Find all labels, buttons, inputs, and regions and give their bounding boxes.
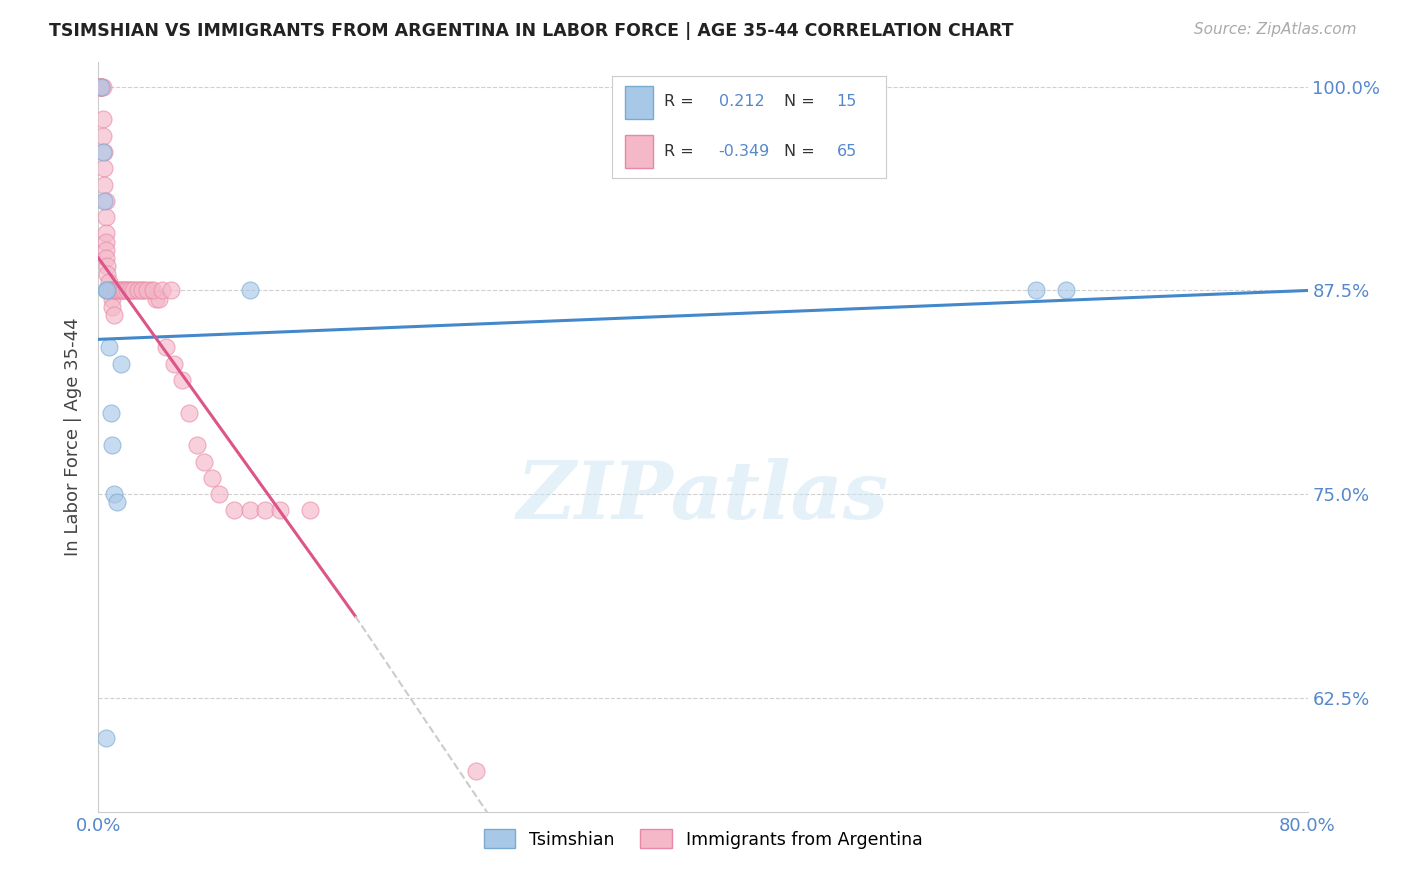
Point bbox=[201, 471, 224, 485]
Point bbox=[112, 284, 135, 298]
Point bbox=[96, 267, 118, 281]
Point bbox=[91, 79, 114, 94]
Point bbox=[253, 503, 276, 517]
Point bbox=[94, 243, 117, 257]
Point bbox=[131, 284, 153, 298]
Point bbox=[224, 503, 246, 517]
Point bbox=[148, 292, 170, 306]
Point bbox=[94, 731, 117, 746]
Point bbox=[90, 79, 112, 94]
Point bbox=[98, 284, 121, 298]
Point bbox=[118, 284, 141, 298]
Point bbox=[1054, 284, 1077, 298]
Point bbox=[186, 438, 208, 452]
Point bbox=[465, 764, 488, 778]
Point bbox=[93, 194, 115, 208]
FancyBboxPatch shape bbox=[626, 136, 652, 168]
Point bbox=[96, 259, 118, 273]
Text: N =: N = bbox=[785, 95, 815, 110]
Point bbox=[94, 235, 117, 249]
Point bbox=[110, 284, 132, 298]
Point bbox=[98, 341, 121, 355]
Point bbox=[132, 284, 155, 298]
Point bbox=[239, 503, 262, 517]
Point bbox=[94, 210, 117, 224]
Y-axis label: In Labor Force | Age 35-44: In Labor Force | Age 35-44 bbox=[65, 318, 83, 557]
Text: -0.349: -0.349 bbox=[718, 144, 770, 159]
Point bbox=[93, 178, 115, 192]
Text: R =: R = bbox=[664, 95, 693, 110]
Point bbox=[100, 284, 122, 298]
Text: Source: ZipAtlas.com: Source: ZipAtlas.com bbox=[1194, 22, 1357, 37]
Point bbox=[239, 284, 262, 298]
Point bbox=[145, 292, 167, 306]
Point bbox=[91, 128, 114, 143]
Point bbox=[150, 284, 173, 298]
Point bbox=[105, 284, 128, 298]
Point bbox=[98, 276, 121, 290]
Point bbox=[299, 503, 322, 517]
Point bbox=[115, 284, 138, 298]
Point bbox=[208, 487, 231, 501]
Text: TSIMSHIAN VS IMMIGRANTS FROM ARGENTINA IN LABOR FORCE | AGE 35-44 CORRELATION CH: TSIMSHIAN VS IMMIGRANTS FROM ARGENTINA I… bbox=[49, 22, 1014, 40]
Point bbox=[100, 284, 122, 298]
Point bbox=[93, 145, 115, 159]
Point bbox=[104, 284, 127, 298]
Point bbox=[110, 284, 132, 298]
Point bbox=[100, 406, 122, 420]
Text: N =: N = bbox=[785, 144, 815, 159]
Point bbox=[101, 292, 124, 306]
Point bbox=[101, 300, 124, 314]
Point bbox=[170, 373, 193, 387]
Point bbox=[91, 112, 114, 127]
Point bbox=[122, 284, 145, 298]
Text: R =: R = bbox=[664, 144, 693, 159]
Point bbox=[107, 284, 129, 298]
Text: 0.212: 0.212 bbox=[718, 95, 765, 110]
Point bbox=[111, 284, 134, 298]
Point bbox=[103, 487, 125, 501]
Point bbox=[93, 161, 115, 176]
Point bbox=[101, 438, 124, 452]
Point bbox=[142, 284, 165, 298]
FancyBboxPatch shape bbox=[626, 87, 652, 119]
Point bbox=[96, 284, 118, 298]
Point bbox=[110, 357, 132, 371]
Point bbox=[105, 495, 128, 509]
Point bbox=[193, 454, 215, 468]
Point bbox=[89, 79, 111, 94]
Point bbox=[155, 341, 177, 355]
Point bbox=[135, 284, 157, 298]
Point bbox=[94, 284, 117, 298]
Point bbox=[90, 79, 112, 94]
Point bbox=[163, 357, 186, 371]
Point bbox=[94, 227, 117, 241]
Point bbox=[94, 194, 117, 208]
Point bbox=[90, 79, 112, 94]
Point bbox=[269, 503, 291, 517]
Point bbox=[90, 79, 112, 94]
Legend: Tsimshian, Immigrants from Argentina: Tsimshian, Immigrants from Argentina bbox=[477, 822, 929, 855]
Point bbox=[129, 284, 152, 298]
Text: 65: 65 bbox=[837, 144, 856, 159]
Point bbox=[120, 284, 142, 298]
Point bbox=[89, 79, 111, 94]
Text: ZIPatlas: ZIPatlas bbox=[517, 458, 889, 536]
Text: 15: 15 bbox=[837, 95, 856, 110]
Point bbox=[94, 251, 117, 265]
Point bbox=[160, 284, 183, 298]
Point bbox=[121, 284, 143, 298]
Point bbox=[114, 284, 136, 298]
Point bbox=[1024, 284, 1046, 298]
Point bbox=[179, 406, 201, 420]
Point bbox=[125, 284, 148, 298]
Point bbox=[103, 308, 125, 322]
Point bbox=[127, 284, 149, 298]
Point bbox=[91, 145, 114, 159]
Point bbox=[141, 284, 163, 298]
